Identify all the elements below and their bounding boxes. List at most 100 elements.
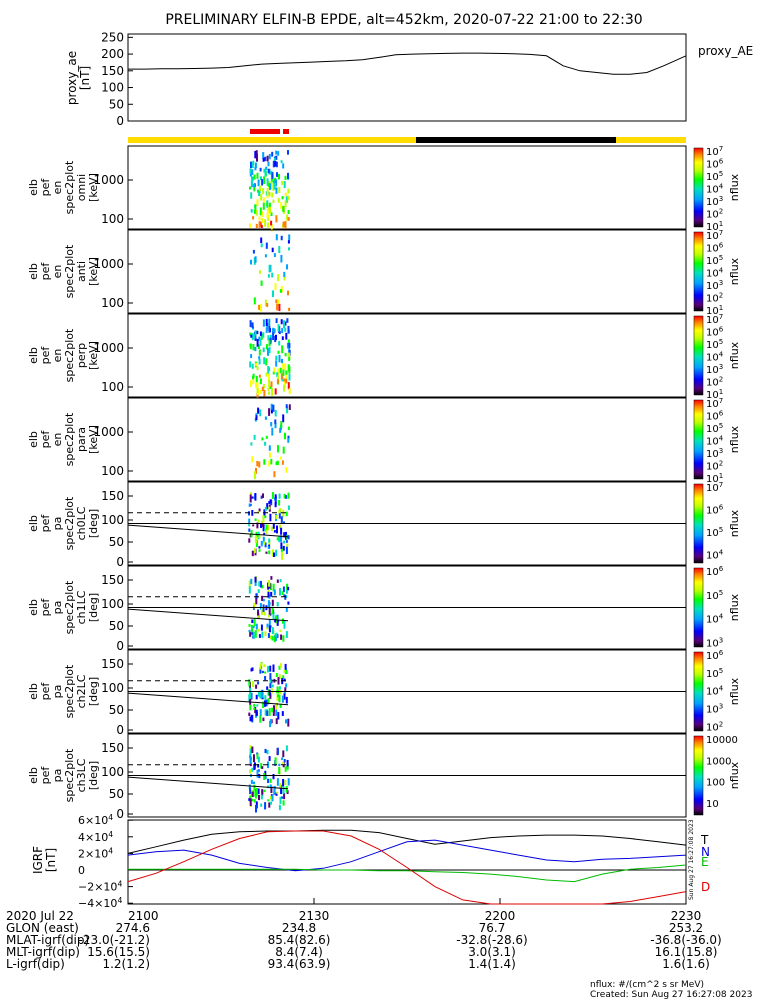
spec-panel-ch3LC: elb pef pa spec2plot ch3LC [deg]150 100 50 0 1000… xyxy=(27,733,741,821)
igrf-side-timestamp: Sun Aug 27 16:27:08 2023 xyxy=(688,819,695,900)
spec-ylabel-omni: en xyxy=(51,181,64,195)
ephem-value: 93.4(63.9) xyxy=(268,957,331,971)
proxy-ae-legend: proxy_AE xyxy=(698,44,753,58)
igrf-line-T xyxy=(127,829,687,854)
time-tick: 2200 xyxy=(485,909,516,923)
colorbar-tick-omni: 105 xyxy=(706,170,723,183)
spec-ylabel-ch2LC: pa xyxy=(51,685,64,699)
spec-data-para xyxy=(250,403,291,480)
spec-ylabel-ch2LC: pef xyxy=(39,682,52,701)
spec-ylabel-ch0LC: ch0LC xyxy=(75,506,88,540)
spec-ylabel-para: para xyxy=(75,427,88,452)
proxy-ae-ytick: 250 xyxy=(101,30,124,44)
spec-ylabel-ch0LC: pef xyxy=(39,514,52,533)
colorbar-tick-ch0LC: 105 xyxy=(706,526,723,539)
ephem-value: 253.2 xyxy=(669,921,703,935)
spec-ylabel-ch1LC: [deg] xyxy=(87,593,100,622)
spec-ytick-ch3LC: 150 xyxy=(101,741,124,755)
spec-data-ch2LC xyxy=(248,662,290,728)
proxy-ae-ylabel-2: [nT] xyxy=(78,66,92,90)
spec-ylabel-perp: perp xyxy=(75,343,88,368)
spec-data-ch3LC xyxy=(248,745,290,813)
ephem-label: MLT-igrf(dip) xyxy=(6,945,80,959)
ephemeris-table: 2020 Jul 22 GLON (east) 274.6 234.8 76.7 253… xyxy=(6,909,722,971)
colorbar-label-ch3LC: nflux xyxy=(728,761,741,789)
ephem-value: 85.4(82.6) xyxy=(268,933,331,947)
igrf-legend-t: T xyxy=(700,833,709,847)
ephem-label: GLON (east) xyxy=(6,921,79,935)
colorbar-tick-anti: 104 xyxy=(706,267,724,280)
time-axis-label: 2020 Jul 22 xyxy=(6,909,74,923)
spec-data-omni xyxy=(249,150,290,232)
spec-ylabel-anti: [keV] xyxy=(87,257,100,286)
igrf-panel: 6×104 4×104 2×104 0 −2×104 −4×104 IGRF [nT] T… xyxy=(31,813,710,910)
spec-ylabel-ch2LC: spec2plot xyxy=(63,664,76,718)
colorbar-tick-perp: 102 xyxy=(706,376,723,389)
spec-ylabel-para: spec2plot xyxy=(63,412,76,466)
spec-ytick-omni: 100 xyxy=(101,212,124,226)
spec-ylabel-omni: pef xyxy=(39,178,52,197)
colorbar-label-ch0LC: nflux xyxy=(728,509,741,537)
spec-ylabel-ch1LC: pef xyxy=(39,598,52,617)
colorbar-tick-ch1LC: 105 xyxy=(706,589,723,602)
colorbar-tick-anti: 106 xyxy=(706,242,724,255)
spec-ytick-anti: 100 xyxy=(101,296,124,310)
spec-ylabel-para: [keV] xyxy=(87,425,100,454)
igrf-line-N xyxy=(127,839,687,872)
colorbar-perp xyxy=(693,315,704,396)
spec-ylabel-anti: anti xyxy=(75,261,88,282)
spec-ylabel-ch3LC: pef xyxy=(39,766,52,785)
spec-ytick-ch0LC: 0 xyxy=(116,555,124,569)
spec-ylabel-ch3LC: elb xyxy=(27,767,40,784)
spec-panel-ch2LC: elb pef pa spec2plot ch2LC [deg]150 100 50 0 106 1… xyxy=(27,649,741,737)
colorbar-tick-ch3LC: 10000 xyxy=(706,735,738,746)
spec-ytick-ch2LC: 50 xyxy=(109,703,124,717)
colorbar-tick-anti: 103 xyxy=(706,279,723,292)
spec-data-perp xyxy=(249,318,291,398)
colorbar-ch3LC xyxy=(693,735,704,816)
spec-ytick-ch0LC: 100 xyxy=(101,513,124,527)
colorbar-omni xyxy=(693,147,704,228)
spec-ylabel-para: en xyxy=(51,433,64,447)
colorbar-label-omni: nflux xyxy=(728,173,741,201)
spec-ytick-ch3LC: 0 xyxy=(116,807,124,821)
spec-ylabel-ch2LC: ch2LC xyxy=(75,674,88,708)
igrf-ytick: 2×104 xyxy=(78,846,113,860)
colorbar-tick-omni: 103 xyxy=(706,195,723,208)
spec-panel-anti: elb pef en spec2plot anti [keV]10001001071061… xyxy=(27,229,741,317)
spec-panel-omni: elb pef en spec2plot omni [keV]10001001071061… xyxy=(27,145,741,233)
spec-panel-ch1LC: elb pef pa spec2plot ch1LC [deg]150 100 50 0 106 1… xyxy=(27,565,741,653)
colorbar-tick-omni: 107 xyxy=(706,145,723,158)
colorbar-ch1LC xyxy=(693,567,704,648)
proxy-ae-ytick: 150 xyxy=(101,64,124,78)
spec-ylabel-ch1LC: spec2plot xyxy=(63,580,76,634)
spec-ylabel-ch1LC: pa xyxy=(51,601,64,615)
igrf-legend-d: D xyxy=(701,880,710,894)
colorbar-anti xyxy=(693,231,704,312)
spec-ytick-omni: 1000 xyxy=(93,173,124,187)
colorbar-tick-ch2LC: 105 xyxy=(706,667,723,680)
colorbar-tick-para: 107 xyxy=(706,397,723,410)
spec-ylabel-omni: [keV] xyxy=(87,173,100,202)
spec-data-anti xyxy=(250,234,291,312)
spec-panel-ch0LC: elb pef pa spec2plot ch0LC [deg]150 100 50 0 107 1… xyxy=(27,481,741,569)
colorbar-tick-ch0LC: 104 xyxy=(706,549,724,562)
proxy-ae-line xyxy=(128,52,687,75)
proxy-ae-panel: 250 200 150 100 50 0 proxy_ae [nT] proxy_AE xyxy=(65,30,753,128)
spec-ylabel-omni: omni xyxy=(75,174,88,201)
ephem-value: -32.8(-28.6) xyxy=(456,933,527,947)
spec-ylabel-ch3LC: [deg] xyxy=(87,761,100,790)
time-tick: 2130 xyxy=(299,909,330,923)
colorbar-label-perp: nflux xyxy=(728,341,741,369)
colorbar-tick-ch3LC: 100 xyxy=(706,778,725,789)
colorbar-ch2LC xyxy=(693,651,704,732)
colorbar-tick-ch1LC: 103 xyxy=(706,636,723,649)
igrf-ytick: 6×104 xyxy=(78,813,113,827)
footer-created: Created: Sun Aug 27 16:27:08 2023 xyxy=(590,990,752,1000)
spec-ylabel-ch3LC: pa xyxy=(51,769,64,783)
ephem-value: 274.6 xyxy=(116,921,150,935)
spec-ytick-para: 100 xyxy=(101,464,124,478)
spec-ytick-ch1LC: 150 xyxy=(101,573,124,587)
colorbar-tick-perp: 106 xyxy=(706,326,724,339)
